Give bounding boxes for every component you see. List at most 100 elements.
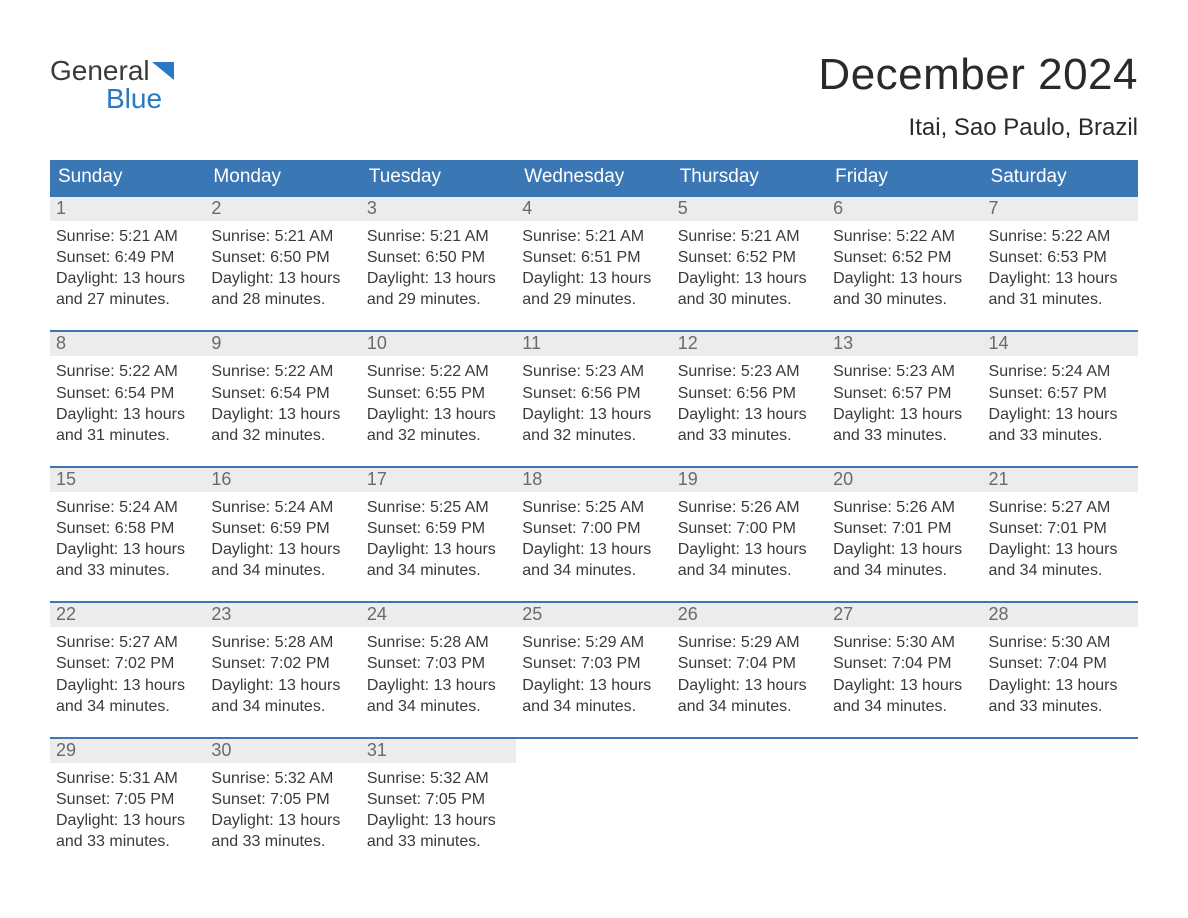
- sunset-line: Sunset: 6:57 PM: [833, 383, 976, 404]
- daylight-line-1: Daylight: 13 hours: [833, 268, 976, 289]
- generalblue-logo-icon: General Blue: [50, 56, 200, 114]
- day-body: Sunrise: 5:28 AMSunset: 7:02 PMDaylight:…: [205, 627, 360, 722]
- day-cell: 26Sunrise: 5:29 AMSunset: 7:04 PMDayligh…: [672, 603, 827, 722]
- daylight-line-2: and 27 minutes.: [56, 289, 199, 310]
- day-cell: 10Sunrise: 5:22 AMSunset: 6:55 PMDayligh…: [361, 332, 516, 451]
- daylight-line-2: and 34 minutes.: [833, 560, 976, 581]
- daylight-line-1: Daylight: 13 hours: [678, 539, 821, 560]
- daylight-line-2: and 33 minutes.: [678, 425, 821, 446]
- daylight-line-2: and 28 minutes.: [211, 289, 354, 310]
- day-body: Sunrise: 5:32 AMSunset: 7:05 PMDaylight:…: [205, 763, 360, 858]
- sunset-line: Sunset: 6:57 PM: [989, 383, 1132, 404]
- day-body: Sunrise: 5:26 AMSunset: 7:01 PMDaylight:…: [827, 492, 982, 587]
- daylight-line-1: Daylight: 13 hours: [989, 675, 1132, 696]
- sunset-line: Sunset: 6:52 PM: [833, 247, 976, 268]
- day-number: 11: [516, 332, 671, 356]
- sunrise-line: Sunrise: 5:22 AM: [367, 361, 510, 382]
- daylight-line-1: Daylight: 13 hours: [989, 404, 1132, 425]
- daylight-line-1: Daylight: 13 hours: [211, 404, 354, 425]
- sunset-line: Sunset: 6:51 PM: [522, 247, 665, 268]
- daylight-line-1: Daylight: 13 hours: [989, 539, 1132, 560]
- sunset-line: Sunset: 7:05 PM: [367, 789, 510, 810]
- day-number: 14: [983, 332, 1138, 356]
- sunset-line: Sunset: 7:05 PM: [211, 789, 354, 810]
- day-cell: 7Sunrise: 5:22 AMSunset: 6:53 PMDaylight…: [983, 197, 1138, 316]
- sunrise-line: Sunrise: 5:25 AM: [522, 497, 665, 518]
- sunset-line: Sunset: 6:59 PM: [211, 518, 354, 539]
- day-number: 12: [672, 332, 827, 356]
- day-cell: 31Sunrise: 5:32 AMSunset: 7:05 PMDayligh…: [361, 739, 516, 858]
- day-cell: 13Sunrise: 5:23 AMSunset: 6:57 PMDayligh…: [827, 332, 982, 451]
- daylight-line-2: and 32 minutes.: [522, 425, 665, 446]
- day-cell: 9Sunrise: 5:22 AMSunset: 6:54 PMDaylight…: [205, 332, 360, 451]
- sunrise-line: Sunrise: 5:22 AM: [989, 226, 1132, 247]
- day-number: 6: [827, 197, 982, 221]
- weeks-container: 1Sunrise: 5:21 AMSunset: 6:49 PMDaylight…: [50, 195, 1138, 858]
- day-body: Sunrise: 5:32 AMSunset: 7:05 PMDaylight:…: [361, 763, 516, 858]
- day-cell: 4Sunrise: 5:21 AMSunset: 6:51 PMDaylight…: [516, 197, 671, 316]
- daylight-line-2: and 34 minutes.: [678, 560, 821, 581]
- title-block: December 2024 Itai, Sao Paulo, Brazil: [818, 50, 1138, 142]
- day-body: Sunrise: 5:31 AMSunset: 7:05 PMDaylight:…: [50, 763, 205, 858]
- day-number: 8: [50, 332, 205, 356]
- daylight-line-2: and 34 minutes.: [522, 560, 665, 581]
- daylight-line-1: Daylight: 13 hours: [211, 810, 354, 831]
- day-cell: 1Sunrise: 5:21 AMSunset: 6:49 PMDaylight…: [50, 197, 205, 316]
- day-cell: 23Sunrise: 5:28 AMSunset: 7:02 PMDayligh…: [205, 603, 360, 722]
- day-body: Sunrise: 5:22 AMSunset: 6:54 PMDaylight:…: [205, 356, 360, 451]
- sunset-line: Sunset: 6:55 PM: [367, 383, 510, 404]
- sunset-line: Sunset: 7:00 PM: [522, 518, 665, 539]
- sunrise-line: Sunrise: 5:22 AM: [211, 361, 354, 382]
- daylight-line-2: and 30 minutes.: [678, 289, 821, 310]
- sunrise-line: Sunrise: 5:28 AM: [367, 632, 510, 653]
- day-cell: 24Sunrise: 5:28 AMSunset: 7:03 PMDayligh…: [361, 603, 516, 722]
- daylight-line-1: Daylight: 13 hours: [522, 268, 665, 289]
- day-number: 4: [516, 197, 671, 221]
- sunset-line: Sunset: 7:04 PM: [989, 653, 1132, 674]
- sunset-line: Sunset: 7:03 PM: [367, 653, 510, 674]
- daylight-line-1: Daylight: 13 hours: [833, 404, 976, 425]
- sunset-line: Sunset: 6:50 PM: [211, 247, 354, 268]
- day-cell: 27Sunrise: 5:30 AMSunset: 7:04 PMDayligh…: [827, 603, 982, 722]
- day-number: 26: [672, 603, 827, 627]
- daylight-line-2: and 34 minutes.: [989, 560, 1132, 581]
- logo-triangle-icon: [152, 62, 174, 80]
- daylight-line-2: and 33 minutes.: [833, 425, 976, 446]
- day-number: 13: [827, 332, 982, 356]
- day-body: Sunrise: 5:28 AMSunset: 7:03 PMDaylight:…: [361, 627, 516, 722]
- daylight-line-2: and 32 minutes.: [367, 425, 510, 446]
- daylight-line-1: Daylight: 13 hours: [678, 268, 821, 289]
- sunset-line: Sunset: 6:54 PM: [56, 383, 199, 404]
- calendar: Sunday Monday Tuesday Wednesday Thursday…: [50, 160, 1138, 858]
- sunrise-line: Sunrise: 5:21 AM: [678, 226, 821, 247]
- day-body: Sunrise: 5:21 AMSunset: 6:52 PMDaylight:…: [672, 221, 827, 316]
- weekday-sat: Saturday: [983, 160, 1138, 195]
- page-title: December 2024: [818, 50, 1138, 100]
- day-cell: 19Sunrise: 5:26 AMSunset: 7:00 PMDayligh…: [672, 468, 827, 587]
- day-body: Sunrise: 5:29 AMSunset: 7:04 PMDaylight:…: [672, 627, 827, 722]
- daylight-line-1: Daylight: 13 hours: [211, 268, 354, 289]
- daylight-line-1: Daylight: 13 hours: [522, 675, 665, 696]
- day-cell: 17Sunrise: 5:25 AMSunset: 6:59 PMDayligh…: [361, 468, 516, 587]
- day-number: 22: [50, 603, 205, 627]
- sunset-line: Sunset: 7:03 PM: [522, 653, 665, 674]
- sunset-line: Sunset: 7:04 PM: [678, 653, 821, 674]
- day-body: Sunrise: 5:22 AMSunset: 6:54 PMDaylight:…: [50, 356, 205, 451]
- daylight-line-1: Daylight: 13 hours: [367, 675, 510, 696]
- sunrise-line: Sunrise: 5:27 AM: [56, 632, 199, 653]
- day-number: 1: [50, 197, 205, 221]
- sunrise-line: Sunrise: 5:32 AM: [211, 768, 354, 789]
- sunrise-line: Sunrise: 5:24 AM: [56, 497, 199, 518]
- daylight-line-2: and 33 minutes.: [211, 831, 354, 852]
- day-cell: 16Sunrise: 5:24 AMSunset: 6:59 PMDayligh…: [205, 468, 360, 587]
- daylight-line-2: and 31 minutes.: [989, 289, 1132, 310]
- sunrise-line: Sunrise: 5:32 AM: [367, 768, 510, 789]
- day-number: 7: [983, 197, 1138, 221]
- day-number: 24: [361, 603, 516, 627]
- week-row: 1Sunrise: 5:21 AMSunset: 6:49 PMDaylight…: [50, 195, 1138, 316]
- daylight-line-1: Daylight: 13 hours: [211, 675, 354, 696]
- day-number: 5: [672, 197, 827, 221]
- day-body: Sunrise: 5:26 AMSunset: 7:00 PMDaylight:…: [672, 492, 827, 587]
- week-row: 22Sunrise: 5:27 AMSunset: 7:02 PMDayligh…: [50, 601, 1138, 722]
- sunrise-line: Sunrise: 5:31 AM: [56, 768, 199, 789]
